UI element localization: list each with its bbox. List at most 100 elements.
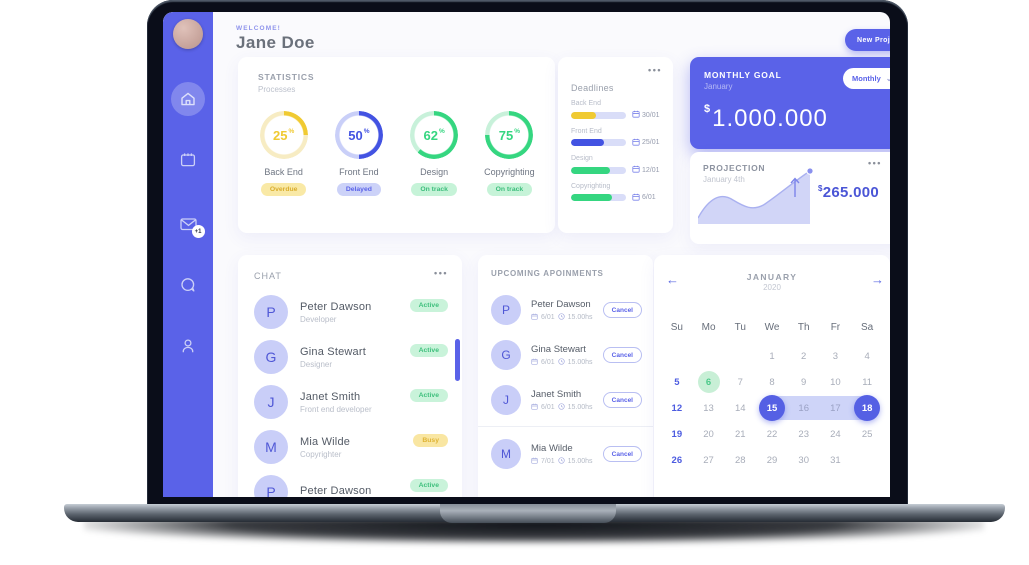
day-number: 24 <box>830 428 841 440</box>
period-select-dropdown[interactable]: Monthly ⌄ <box>843 68 890 89</box>
calendar-icon <box>632 165 640 175</box>
weekday-label: We <box>764 321 780 333</box>
day-number: 21 <box>734 428 746 440</box>
cancel-button[interactable]: Cancel <box>602 446 642 462</box>
calendar-day-cell[interactable] <box>693 343 725 369</box>
status-badge: Active <box>409 479 448 492</box>
ellipsis-icon[interactable]: ••• <box>434 268 448 278</box>
status-badge: Overdue <box>260 183 307 196</box>
sidebar-item-chat[interactable] <box>163 276 213 294</box>
calendar-day-cell[interactable]: 29 <box>756 447 788 473</box>
calendar-day-cell[interactable]: 20 <box>693 421 725 447</box>
cancel-button[interactable]: Cancel <box>602 302 642 318</box>
profile-icon <box>179 337 197 355</box>
chat-member-row[interactable]: G Gina Stewart Designer Active <box>254 340 448 374</box>
calendar-day-cell[interactable]: 7 <box>724 369 756 395</box>
chat-member-row[interactable]: P Peter Dawson Active <box>254 475 448 497</box>
calendar-day-cell[interactable]: 10 <box>820 369 852 395</box>
cancel-button[interactable]: Cancel <box>602 347 642 363</box>
user-avatar[interactable] <box>173 19 203 49</box>
notification-badge: +1 <box>191 225 205 238</box>
ellipsis-icon[interactable]: ••• <box>868 158 882 168</box>
day-number: 9 <box>801 376 807 388</box>
appointment-name: Peter Dawson <box>531 298 591 310</box>
calendar-day-cell[interactable]: 5 <box>661 369 693 395</box>
sidebar-item-home[interactable] <box>163 82 213 116</box>
avatar: P <box>491 295 521 325</box>
calendar-day-cell[interactable]: 17 <box>820 395 852 421</box>
status-badge: On track <box>411 183 457 196</box>
calendar-card: ← → JANUARY 2020 Su Mo Tu We Th Fr Sa 1 2 <box>654 255 890 497</box>
chat-title: CHAT <box>254 271 282 281</box>
calendar-day-cell[interactable]: 1 <box>756 343 788 369</box>
calendar-day-cell[interactable]: 11 <box>851 369 883 395</box>
day-number: 15 <box>758 395 785 421</box>
calendar-day-cell[interactable]: 15 <box>756 395 788 421</box>
day-number: 18 <box>854 395 881 421</box>
calendar-day-cell[interactable]: 26 <box>661 447 693 473</box>
calendar-day-cell[interactable]: 19 <box>661 421 693 447</box>
day-number: 28 <box>734 454 746 466</box>
calendar-day-cell[interactable]: 13 <box>693 395 725 421</box>
new-project-button[interactable]: New Project <box>845 29 890 51</box>
calendar-weekday-header: Su Mo Tu We Th Fr Sa <box>661 317 883 337</box>
calendar-day-cell[interactable] <box>851 447 883 473</box>
calendar-icon <box>531 403 538 412</box>
calendar-day-cell[interactable]: 21 <box>724 421 756 447</box>
calendar-day-cell[interactable]: 12 <box>661 395 693 421</box>
appointment-meta: 6/01 15.00hs <box>531 357 593 367</box>
appointment-name: Mia Wilde <box>531 442 573 454</box>
calendar-day-cell[interactable]: 22 <box>756 421 788 447</box>
appointment-date: 6/01 <box>541 403 555 411</box>
chat-member-row[interactable]: J Janet Smith Front end developer Active <box>254 385 448 419</box>
day-number: 23 <box>798 428 809 440</box>
calendar-day-cell[interactable]: 3 <box>820 343 852 369</box>
ellipsis-icon[interactable]: ••• <box>648 65 662 75</box>
calendar-day-cell[interactable]: 31 <box>820 447 852 473</box>
calendar-day-cell[interactable] <box>724 343 756 369</box>
calendar-day-cell[interactable]: 2 <box>788 343 820 369</box>
cancel-button[interactable]: Cancel <box>602 392 642 408</box>
chat-member-row[interactable]: P Peter Dawson Developer Active <box>254 295 448 329</box>
progress-ring: 75% <box>485 111 534 159</box>
calendar-day-cell[interactable]: 6 <box>693 369 725 395</box>
calendar-day-cell[interactable]: 9 <box>788 369 820 395</box>
sidebar-item-profile[interactable] <box>163 337 213 355</box>
avatar: P <box>254 475 288 497</box>
calendar-day-cell[interactable]: 27 <box>693 447 725 473</box>
calendar-day-cell[interactable]: 25 <box>851 421 883 447</box>
appointment-meta: 6/01 15.00hs <box>531 312 593 322</box>
calendar-day-cell[interactable]: 23 <box>788 421 820 447</box>
calendar-day-cell[interactable]: 24 <box>820 421 852 447</box>
sidebar-item-messages[interactable]: +1 <box>163 216 213 238</box>
appointments-title: UPCOMING APOINMENTS <box>491 269 604 278</box>
calendar-day-cell[interactable]: 30 <box>788 447 820 473</box>
calendar-day-cell[interactable]: 14 <box>724 395 756 421</box>
prev-month-arrow-icon[interactable]: ← <box>666 272 679 287</box>
deadline-progress-fill <box>571 139 604 146</box>
progress-value: 50% <box>348 127 370 143</box>
avatar: J <box>254 385 288 419</box>
day-number: 22 <box>766 428 778 440</box>
progress-ring-arc <box>410 111 459 159</box>
calendar-icon <box>179 151 197 169</box>
chat-member-row[interactable]: M Mia Wilde Copyrighter Busy <box>254 430 448 464</box>
deadline-progress-bar <box>571 166 626 174</box>
progress-ring: 50% <box>334 111 383 159</box>
calendar-day-cell[interactable] <box>661 343 693 369</box>
progress-ring-arc <box>334 111 383 159</box>
calendar-day-cell[interactable]: 16 <box>788 395 820 421</box>
day-number: 7 <box>737 376 743 388</box>
day-number: 11 <box>862 376 873 388</box>
appointment-time: 15.00hs <box>567 358 593 366</box>
calendar-day-cell[interactable]: 4 <box>851 343 883 369</box>
progress-ring: 25% <box>259 111 308 159</box>
projection-title: PROJECTION <box>703 163 766 173</box>
scrollbar-thumb[interactable] <box>455 339 460 381</box>
calendar-day-cell[interactable]: 8 <box>756 369 788 395</box>
sidebar-item-calendar[interactable] <box>163 151 213 169</box>
calendar-day-cell[interactable]: 28 <box>724 447 756 473</box>
projection-area-chart <box>698 167 814 224</box>
next-month-arrow-icon[interactable]: → <box>871 272 884 287</box>
calendar-day-cell[interactable]: 18 <box>851 395 883 421</box>
